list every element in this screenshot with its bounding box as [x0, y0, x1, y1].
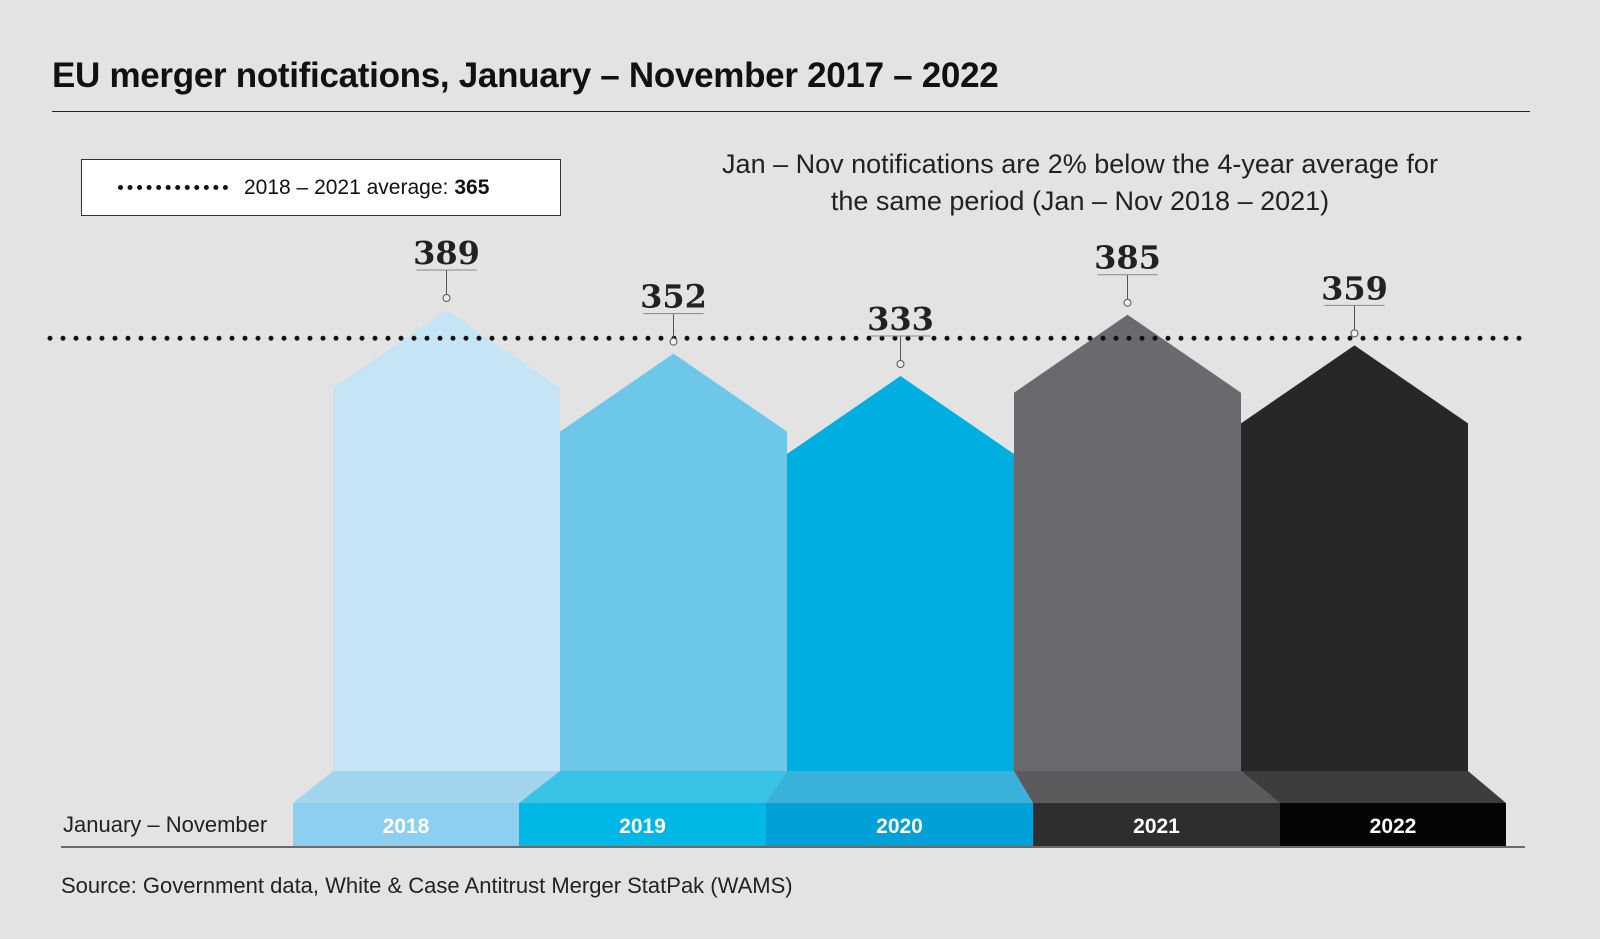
value-label-2022: 359 — [1321, 269, 1388, 307]
x-band-2021 — [1033, 803, 1280, 846]
leader-dot-2022 — [1350, 329, 1359, 338]
chart-annotation: Jan – Nov notifications are 2% below the… — [722, 149, 1438, 216]
leader-dot-2020 — [896, 360, 905, 368]
bar-base-2022 — [1241, 771, 1506, 803]
value-label-2018: 389 — [413, 234, 480, 272]
bar-2019 — [560, 353, 787, 771]
x-tick-label-2022: 2022 — [1370, 815, 1417, 838]
legend: 2018 – 2021 average: 365 — [81, 159, 561, 216]
bar-2018 — [333, 310, 560, 771]
legend-label: 2018 – 2021 average: — [244, 175, 449, 199]
x-tick-label-2021: 2021 — [1133, 815, 1180, 838]
leader-dot-2019 — [669, 337, 678, 346]
legend-value: 365 — [454, 175, 490, 199]
x-tick-label-2020: 2020 — [876, 815, 923, 838]
x-axis-caption: January – November — [63, 812, 268, 837]
value-label-2020: 333 — [867, 300, 934, 338]
x-tick-label-2018: 2018 — [383, 815, 430, 838]
bar-base-2018 — [293, 771, 560, 803]
x-tick-label-2019: 2019 — [619, 815, 666, 838]
title-divider — [52, 111, 1530, 112]
legend-dotted-line-icon — [118, 185, 228, 190]
x-band-2022 — [1280, 803, 1506, 846]
source-note: Source: Government data, White & Case An… — [61, 873, 793, 898]
bar-base-2021 — [1014, 771, 1280, 803]
leader-dot-2021 — [1123, 298, 1132, 307]
bar-base-2020 — [766, 771, 1033, 803]
x-band-2020 — [766, 803, 1033, 846]
bar-2022 — [1241, 345, 1468, 771]
value-label-2021: 385 — [1094, 239, 1161, 277]
bar-2021 — [1014, 314, 1241, 771]
x-band-2018 — [293, 803, 519, 846]
bar-base-2019 — [519, 771, 787, 803]
bar-2020 — [787, 376, 1014, 771]
leader-dot-2018 — [442, 294, 451, 302]
chart-title: EU merger notifications, January – Novem… — [52, 56, 999, 95]
value-label-2019: 352 — [640, 278, 707, 316]
x-band-2019 — [519, 803, 766, 846]
